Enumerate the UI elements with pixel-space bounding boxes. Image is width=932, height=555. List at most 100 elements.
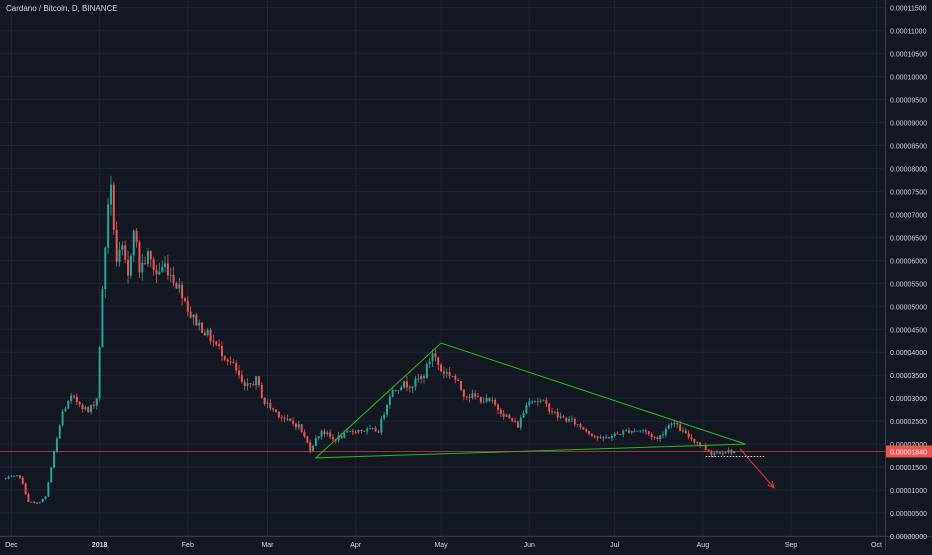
- y-tick-label: 0.00002500: [890, 419, 927, 426]
- candle-body: [243, 381, 246, 386]
- candle-body: [548, 403, 551, 412]
- candle-body: [616, 433, 619, 435]
- candle-body: [477, 396, 480, 398]
- candle-body: [212, 341, 215, 343]
- x-tick-label: Jul: [610, 542, 619, 549]
- candle-body: [440, 364, 443, 372]
- x-tick-label: Apr: [350, 542, 362, 549]
- candle-body: [280, 417, 283, 419]
- candle-body: [232, 362, 235, 363]
- candle-body: [531, 401, 534, 403]
- candle-body: [101, 289, 104, 348]
- y-tick-label: 0.00006500: [890, 235, 927, 242]
- candle-body: [351, 431, 354, 433]
- candle-body: [175, 283, 178, 289]
- candle-body: [428, 361, 431, 364]
- candle-body: [479, 396, 482, 403]
- candle-body: [590, 433, 593, 436]
- candle-body: [724, 452, 727, 454]
- candle-body: [667, 424, 670, 430]
- candle-body: [50, 467, 53, 483]
- candle-body: [622, 430, 625, 435]
- candle-body: [4, 478, 7, 480]
- candle-body: [388, 396, 391, 405]
- candle-body: [289, 418, 292, 421]
- candle-body: [437, 357, 440, 365]
- candle-body: [642, 430, 645, 432]
- candle-body: [366, 428, 369, 432]
- x-tick-label: 2018: [92, 542, 108, 549]
- candle-body: [636, 430, 639, 432]
- candle-body: [570, 418, 573, 420]
- candle-body: [229, 361, 232, 363]
- y-tick-label: 0.00004500: [890, 327, 927, 334]
- y-tick-label: 0.00006000: [890, 258, 927, 265]
- x-tick-label: Aug: [697, 542, 710, 549]
- candle-body: [164, 263, 167, 267]
- candle-body: [516, 421, 519, 428]
- candle-body: [573, 418, 576, 425]
- candle-body: [257, 376, 260, 385]
- candle-body: [431, 353, 434, 362]
- candle-body: [317, 436, 320, 439]
- projection-arrow-head: [767, 480, 775, 489]
- candle-body: [514, 421, 517, 423]
- candle-body: [474, 393, 477, 397]
- candle-body: [662, 434, 665, 436]
- candle-body: [619, 434, 622, 435]
- candle-body: [699, 442, 702, 446]
- candle-body: [10, 476, 13, 478]
- x-tick-label: Mar: [261, 542, 274, 549]
- candle-body: [277, 411, 280, 418]
- candle-body: [61, 411, 64, 426]
- candle-body: [201, 322, 204, 333]
- candle-body: [625, 430, 628, 432]
- candle-body: [363, 431, 366, 432]
- y-tick-label: 0.00003000: [890, 396, 927, 403]
- candle-body: [192, 314, 195, 318]
- candle-body: [81, 404, 84, 410]
- candle-body: [78, 401, 81, 405]
- candle-body: [653, 437, 656, 438]
- candle-body: [528, 401, 531, 406]
- candle-body: [627, 430, 630, 433]
- candle-body: [582, 427, 585, 430]
- candle-body: [109, 184, 112, 205]
- candle-body: [337, 435, 340, 441]
- candle-body: [215, 341, 218, 345]
- candle-body: [391, 390, 394, 397]
- candle-body: [454, 375, 457, 380]
- projection-arrow-line: [739, 448, 775, 489]
- candle-body: [149, 251, 152, 260]
- candle-body: [539, 400, 542, 402]
- candle-body: [368, 428, 371, 430]
- y-tick-label: 0.00010500: [890, 52, 927, 59]
- candle-body: [383, 414, 386, 419]
- candle-body: [599, 437, 602, 439]
- candle-body: [146, 251, 149, 264]
- candle-body: [7, 476, 10, 479]
- candle-body: [565, 417, 568, 422]
- candle-body: [161, 266, 164, 272]
- candle-body: [129, 255, 132, 276]
- candle-body: [545, 399, 548, 404]
- candle-body: [41, 498, 44, 503]
- candle-body: [408, 387, 411, 389]
- y-tick-label: 0.00000000: [890, 534, 927, 541]
- y-tick-label: 0.00004000: [890, 350, 927, 357]
- candle-body: [309, 442, 312, 451]
- candle-body: [306, 436, 309, 443]
- candle-body: [354, 432, 357, 434]
- candle-body: [226, 359, 229, 362]
- candle-body: [292, 420, 295, 424]
- candle-body: [687, 433, 690, 438]
- candle-body: [644, 430, 647, 432]
- candle-body: [203, 332, 206, 336]
- candle-body: [434, 353, 437, 358]
- candle-body: [75, 396, 78, 402]
- candle-body: [189, 311, 192, 318]
- candle-body: [92, 405, 95, 406]
- candle-body: [178, 284, 181, 289]
